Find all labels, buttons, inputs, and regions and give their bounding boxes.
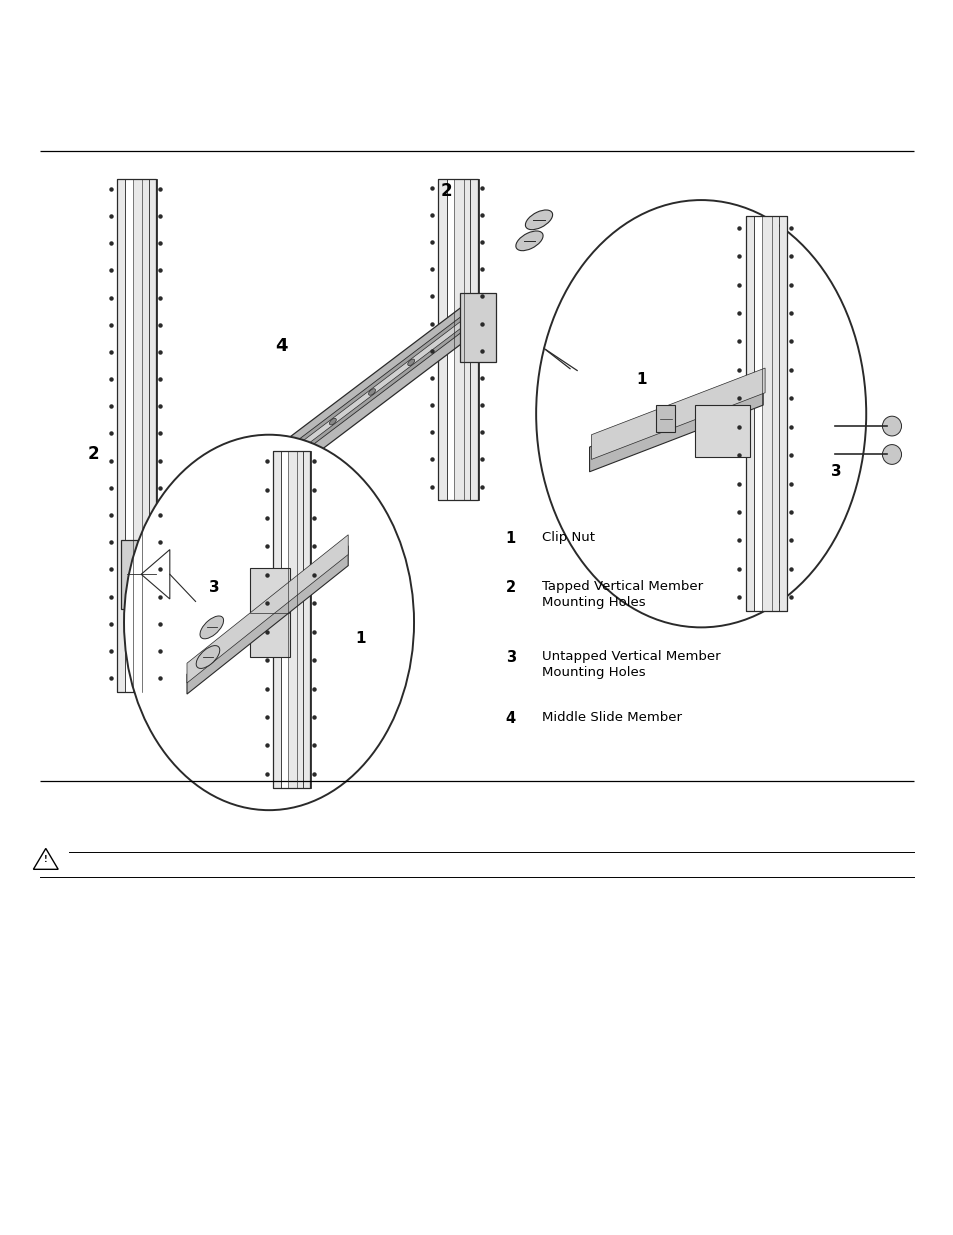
Circle shape — [536, 200, 865, 627]
Text: Clip Nut: Clip Nut — [541, 531, 595, 545]
Bar — [273, 451, 310, 788]
Bar — [455, 179, 470, 500]
Text: 3: 3 — [505, 650, 516, 664]
Bar — [116, 179, 125, 692]
Bar — [250, 568, 290, 657]
Polygon shape — [142, 315, 471, 567]
Bar — [121, 540, 157, 609]
Bar — [459, 293, 496, 362]
Ellipse shape — [882, 416, 901, 436]
Circle shape — [124, 435, 414, 810]
Text: 4: 4 — [505, 711, 516, 726]
Ellipse shape — [290, 448, 296, 454]
Ellipse shape — [196, 646, 219, 668]
Text: !: ! — [44, 855, 48, 864]
Bar — [745, 216, 785, 611]
Text: 2: 2 — [505, 580, 516, 595]
Ellipse shape — [172, 537, 179, 543]
Bar — [288, 451, 303, 788]
Text: 2: 2 — [440, 183, 452, 200]
Text: 1: 1 — [635, 372, 646, 387]
Text: Untapped Vertical Member
Mounting Holes: Untapped Vertical Member Mounting Holes — [541, 650, 720, 678]
Bar — [694, 405, 749, 457]
Bar — [273, 451, 280, 788]
Bar — [116, 179, 156, 692]
Bar — [437, 179, 477, 500]
Ellipse shape — [368, 389, 375, 395]
Polygon shape — [591, 368, 764, 459]
Bar — [762, 216, 778, 611]
Bar — [303, 451, 311, 788]
Text: 3: 3 — [209, 580, 220, 595]
Bar — [133, 179, 149, 692]
Text: 3: 3 — [830, 464, 841, 479]
Polygon shape — [187, 535, 348, 683]
Bar — [745, 216, 754, 611]
Bar — [656, 405, 675, 432]
Bar — [149, 179, 157, 692]
Ellipse shape — [200, 616, 223, 638]
Text: Tapped Vertical Member
Mounting Holes: Tapped Vertical Member Mounting Holes — [541, 580, 702, 609]
Text: 2: 2 — [88, 446, 99, 463]
Polygon shape — [137, 305, 476, 579]
Polygon shape — [141, 312, 472, 571]
Ellipse shape — [329, 419, 336, 425]
Text: 4: 4 — [274, 337, 288, 354]
Bar — [470, 179, 478, 500]
Polygon shape — [33, 848, 58, 869]
Ellipse shape — [516, 231, 542, 251]
Bar — [778, 216, 786, 611]
Polygon shape — [187, 546, 348, 694]
Text: 1: 1 — [355, 631, 366, 646]
Bar — [437, 179, 446, 500]
Ellipse shape — [525, 210, 552, 230]
Ellipse shape — [407, 359, 415, 366]
Polygon shape — [141, 550, 170, 599]
Text: Middle Slide Member: Middle Slide Member — [541, 711, 681, 725]
Polygon shape — [589, 380, 762, 472]
Ellipse shape — [251, 478, 257, 484]
Text: 1: 1 — [505, 531, 516, 546]
Ellipse shape — [212, 508, 218, 514]
Ellipse shape — [882, 445, 901, 464]
